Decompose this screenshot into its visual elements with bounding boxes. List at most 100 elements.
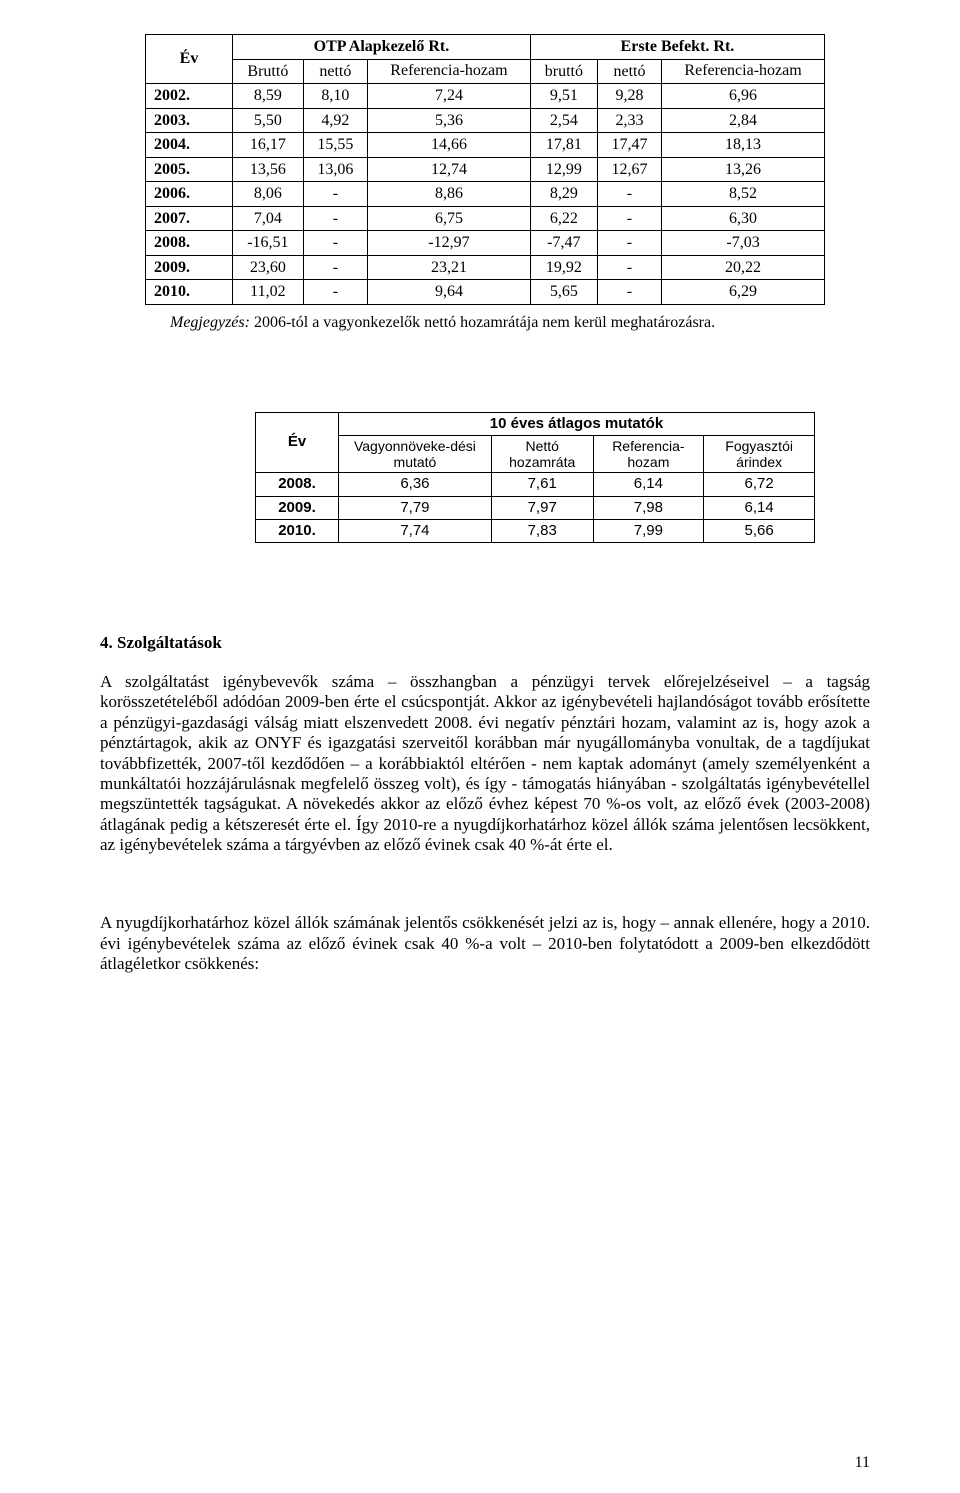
table-row: 2008.6,367,616,146,72 xyxy=(256,473,815,496)
section-title: 4. Szolgáltatások xyxy=(100,633,870,654)
th-a3: Referencia-hozam xyxy=(368,59,531,84)
table-cell: 12,74 xyxy=(368,157,531,182)
table-row: 2010.11,02-9,645,65-6,29 xyxy=(146,280,825,305)
table-cell: -7,03 xyxy=(662,231,825,256)
table-cell: 18,13 xyxy=(662,133,825,158)
table-cell: 6,72 xyxy=(704,473,815,496)
page-number: 11 xyxy=(855,1453,870,1473)
th-year: Év xyxy=(146,35,233,84)
table-cell: 2008. xyxy=(146,231,233,256)
table-cell: 16,17 xyxy=(233,133,304,158)
spacer-mid xyxy=(100,873,870,913)
table-note: Megjegyzés: 2006-tól a vagyonkezelők net… xyxy=(170,313,810,332)
table-cell: 17,81 xyxy=(530,133,597,158)
table-cell: - xyxy=(303,255,367,280)
table-cell: - xyxy=(597,255,661,280)
table-cell: 5,36 xyxy=(368,108,531,133)
table-cell: 2005. xyxy=(146,157,233,182)
table-row: 2003.5,504,925,362,542,332,84 xyxy=(146,108,825,133)
th-a2: nettó xyxy=(303,59,367,84)
table-cell: 7,98 xyxy=(593,496,704,519)
table-cell: 7,83 xyxy=(491,519,593,542)
table-row: 2009.23,60-23,2119,92-20,22 xyxy=(146,255,825,280)
table-cell: 2003. xyxy=(146,108,233,133)
avg-th-c2: Nettó hozamráta xyxy=(491,436,593,473)
table-cell: 7,74 xyxy=(339,519,492,542)
table-cell: 6,29 xyxy=(662,280,825,305)
avg-th-group: 10 éves átlagos mutatók xyxy=(339,412,815,435)
table-cell: 15,55 xyxy=(303,133,367,158)
avg-indicators-table: Év 10 éves átlagos mutatók Vagyonnöveke-… xyxy=(255,412,815,543)
th-group-otp: OTP Alapkezelő Rt. xyxy=(233,35,531,60)
table-row: 2007.7,04-6,756,22-6,30 xyxy=(146,206,825,231)
table-cell: 20,22 xyxy=(662,255,825,280)
table-header-row-2: Bruttó nettó Referencia-hozam bruttó net… xyxy=(146,59,825,84)
table-cell: 8,52 xyxy=(662,182,825,207)
avg-header-row-2: Vagyonnöveke-dési mutató Nettó hozamráta… xyxy=(256,436,815,473)
table-cell: 23,21 xyxy=(368,255,531,280)
table-cell: 7,79 xyxy=(339,496,492,519)
table-cell: 12,99 xyxy=(530,157,597,182)
note-label: Megjegyzés: xyxy=(170,314,250,331)
table-cell: 8,59 xyxy=(233,84,304,109)
table-cell: -7,47 xyxy=(530,231,597,256)
table-cell: 5,66 xyxy=(704,519,815,542)
table-cell: 2009. xyxy=(256,496,339,519)
table-cell: 8,86 xyxy=(368,182,531,207)
table-cell: 2,54 xyxy=(530,108,597,133)
table-cell: 8,10 xyxy=(303,84,367,109)
table-cell: 2008. xyxy=(256,473,339,496)
table-cell: 9,64 xyxy=(368,280,531,305)
table-cell: 13,56 xyxy=(233,157,304,182)
table-cell: 2004. xyxy=(146,133,233,158)
table-cell: - xyxy=(597,182,661,207)
table-cell: - xyxy=(597,206,661,231)
table-cell: 2,84 xyxy=(662,108,825,133)
table-cell: - xyxy=(303,231,367,256)
table-cell: 7,61 xyxy=(491,473,593,496)
spacer xyxy=(100,332,870,412)
table-cell: 8,29 xyxy=(530,182,597,207)
table-cell: 14,66 xyxy=(368,133,531,158)
table-cell: -12,97 xyxy=(368,231,531,256)
table-header-row-1: Év OTP Alapkezelő Rt. Erste Befekt. Rt. xyxy=(146,35,825,60)
table-cell: 7,99 xyxy=(593,519,704,542)
table-cell: - xyxy=(303,280,367,305)
table-cell: 7,97 xyxy=(491,496,593,519)
table-cell: 11,02 xyxy=(233,280,304,305)
table-cell: - xyxy=(597,280,661,305)
th-b1: bruttó xyxy=(530,59,597,84)
table-row: 2002.8,598,107,249,519,286,96 xyxy=(146,84,825,109)
table-cell: - xyxy=(597,231,661,256)
avg-th-c1: Vagyonnöveke-dési mutató xyxy=(339,436,492,473)
table-cell: 17,47 xyxy=(597,133,661,158)
avg-th-c4: Fogyasztói árindex xyxy=(704,436,815,473)
table-cell: 2010. xyxy=(146,280,233,305)
avg-th-year: Év xyxy=(256,412,339,472)
table-cell: 2006. xyxy=(146,182,233,207)
table-row: 2009.7,797,977,986,14 xyxy=(256,496,815,519)
avg-th-c3: Referencia-hozam xyxy=(593,436,704,473)
table-cell: 13,26 xyxy=(662,157,825,182)
table-cell: 2009. xyxy=(146,255,233,280)
table-cell: 5,65 xyxy=(530,280,597,305)
table-cell: 9,51 xyxy=(530,84,597,109)
table-cell: 6,14 xyxy=(704,496,815,519)
th-group-erste: Erste Befekt. Rt. xyxy=(530,35,824,60)
table-cell: 6,14 xyxy=(593,473,704,496)
yield-table: Év OTP Alapkezelő Rt. Erste Befekt. Rt. … xyxy=(145,34,825,305)
th-b2: nettó xyxy=(597,59,661,84)
table-cell: 19,92 xyxy=(530,255,597,280)
table-row: 2006.8,06-8,868,29-8,52 xyxy=(146,182,825,207)
table-cell: 6,96 xyxy=(662,84,825,109)
table-cell: 7,04 xyxy=(233,206,304,231)
table-cell: 6,75 xyxy=(368,206,531,231)
table-cell: 4,92 xyxy=(303,108,367,133)
table-cell: - xyxy=(303,182,367,207)
table-cell: 8,06 xyxy=(233,182,304,207)
page: Év OTP Alapkezelő Rt. Erste Befekt. Rt. … xyxy=(0,0,960,1493)
table-cell: 13,06 xyxy=(303,157,367,182)
note-text: 2006-tól a vagyonkezelők nettó hozamrátá… xyxy=(254,314,715,331)
table-cell: 5,50 xyxy=(233,108,304,133)
table-row: 2010.7,747,837,995,66 xyxy=(256,519,815,542)
